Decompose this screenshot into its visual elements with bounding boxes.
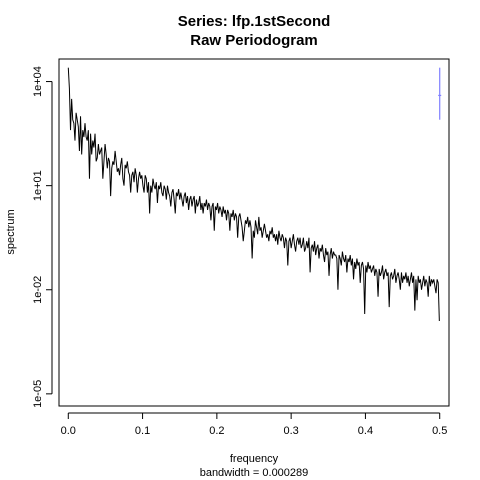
y-tick-label: 1e-02 — [32, 276, 44, 304]
x-tick-label: 0.2 — [209, 425, 224, 437]
y-axis-label: spectrum — [5, 209, 17, 254]
confidence-interval-bar — [438, 67, 442, 120]
chart-subtitle: Raw Periodogram — [190, 32, 318, 49]
x-axis-label: frequency — [230, 453, 279, 465]
x-axis-sublabel: bandwidth = 0.000289 — [200, 467, 309, 479]
chart-title: Series: lfp.1stSecond — [178, 13, 331, 30]
x-tick-label: 0.3 — [283, 425, 298, 437]
x-tick-label: 0.0 — [61, 425, 76, 437]
x-tick-label: 0.5 — [432, 425, 447, 437]
y-tick-label: 1e+01 — [32, 170, 44, 201]
spectrum-series-line — [67, 67, 440, 322]
y-tick-label: 1e-05 — [32, 380, 44, 408]
plot-frame — [58, 58, 450, 407]
x-tick-label: 0.1 — [135, 425, 150, 437]
y-tick-label: 1e+04 — [32, 66, 44, 97]
y-axis: 1e+04 1e+01 1e-02 1e-05 — [32, 66, 53, 408]
x-axis: 0.0 0.1 0.2 0.3 0.4 0.5 — [61, 412, 447, 437]
x-tick-label: 0.4 — [358, 425, 373, 437]
